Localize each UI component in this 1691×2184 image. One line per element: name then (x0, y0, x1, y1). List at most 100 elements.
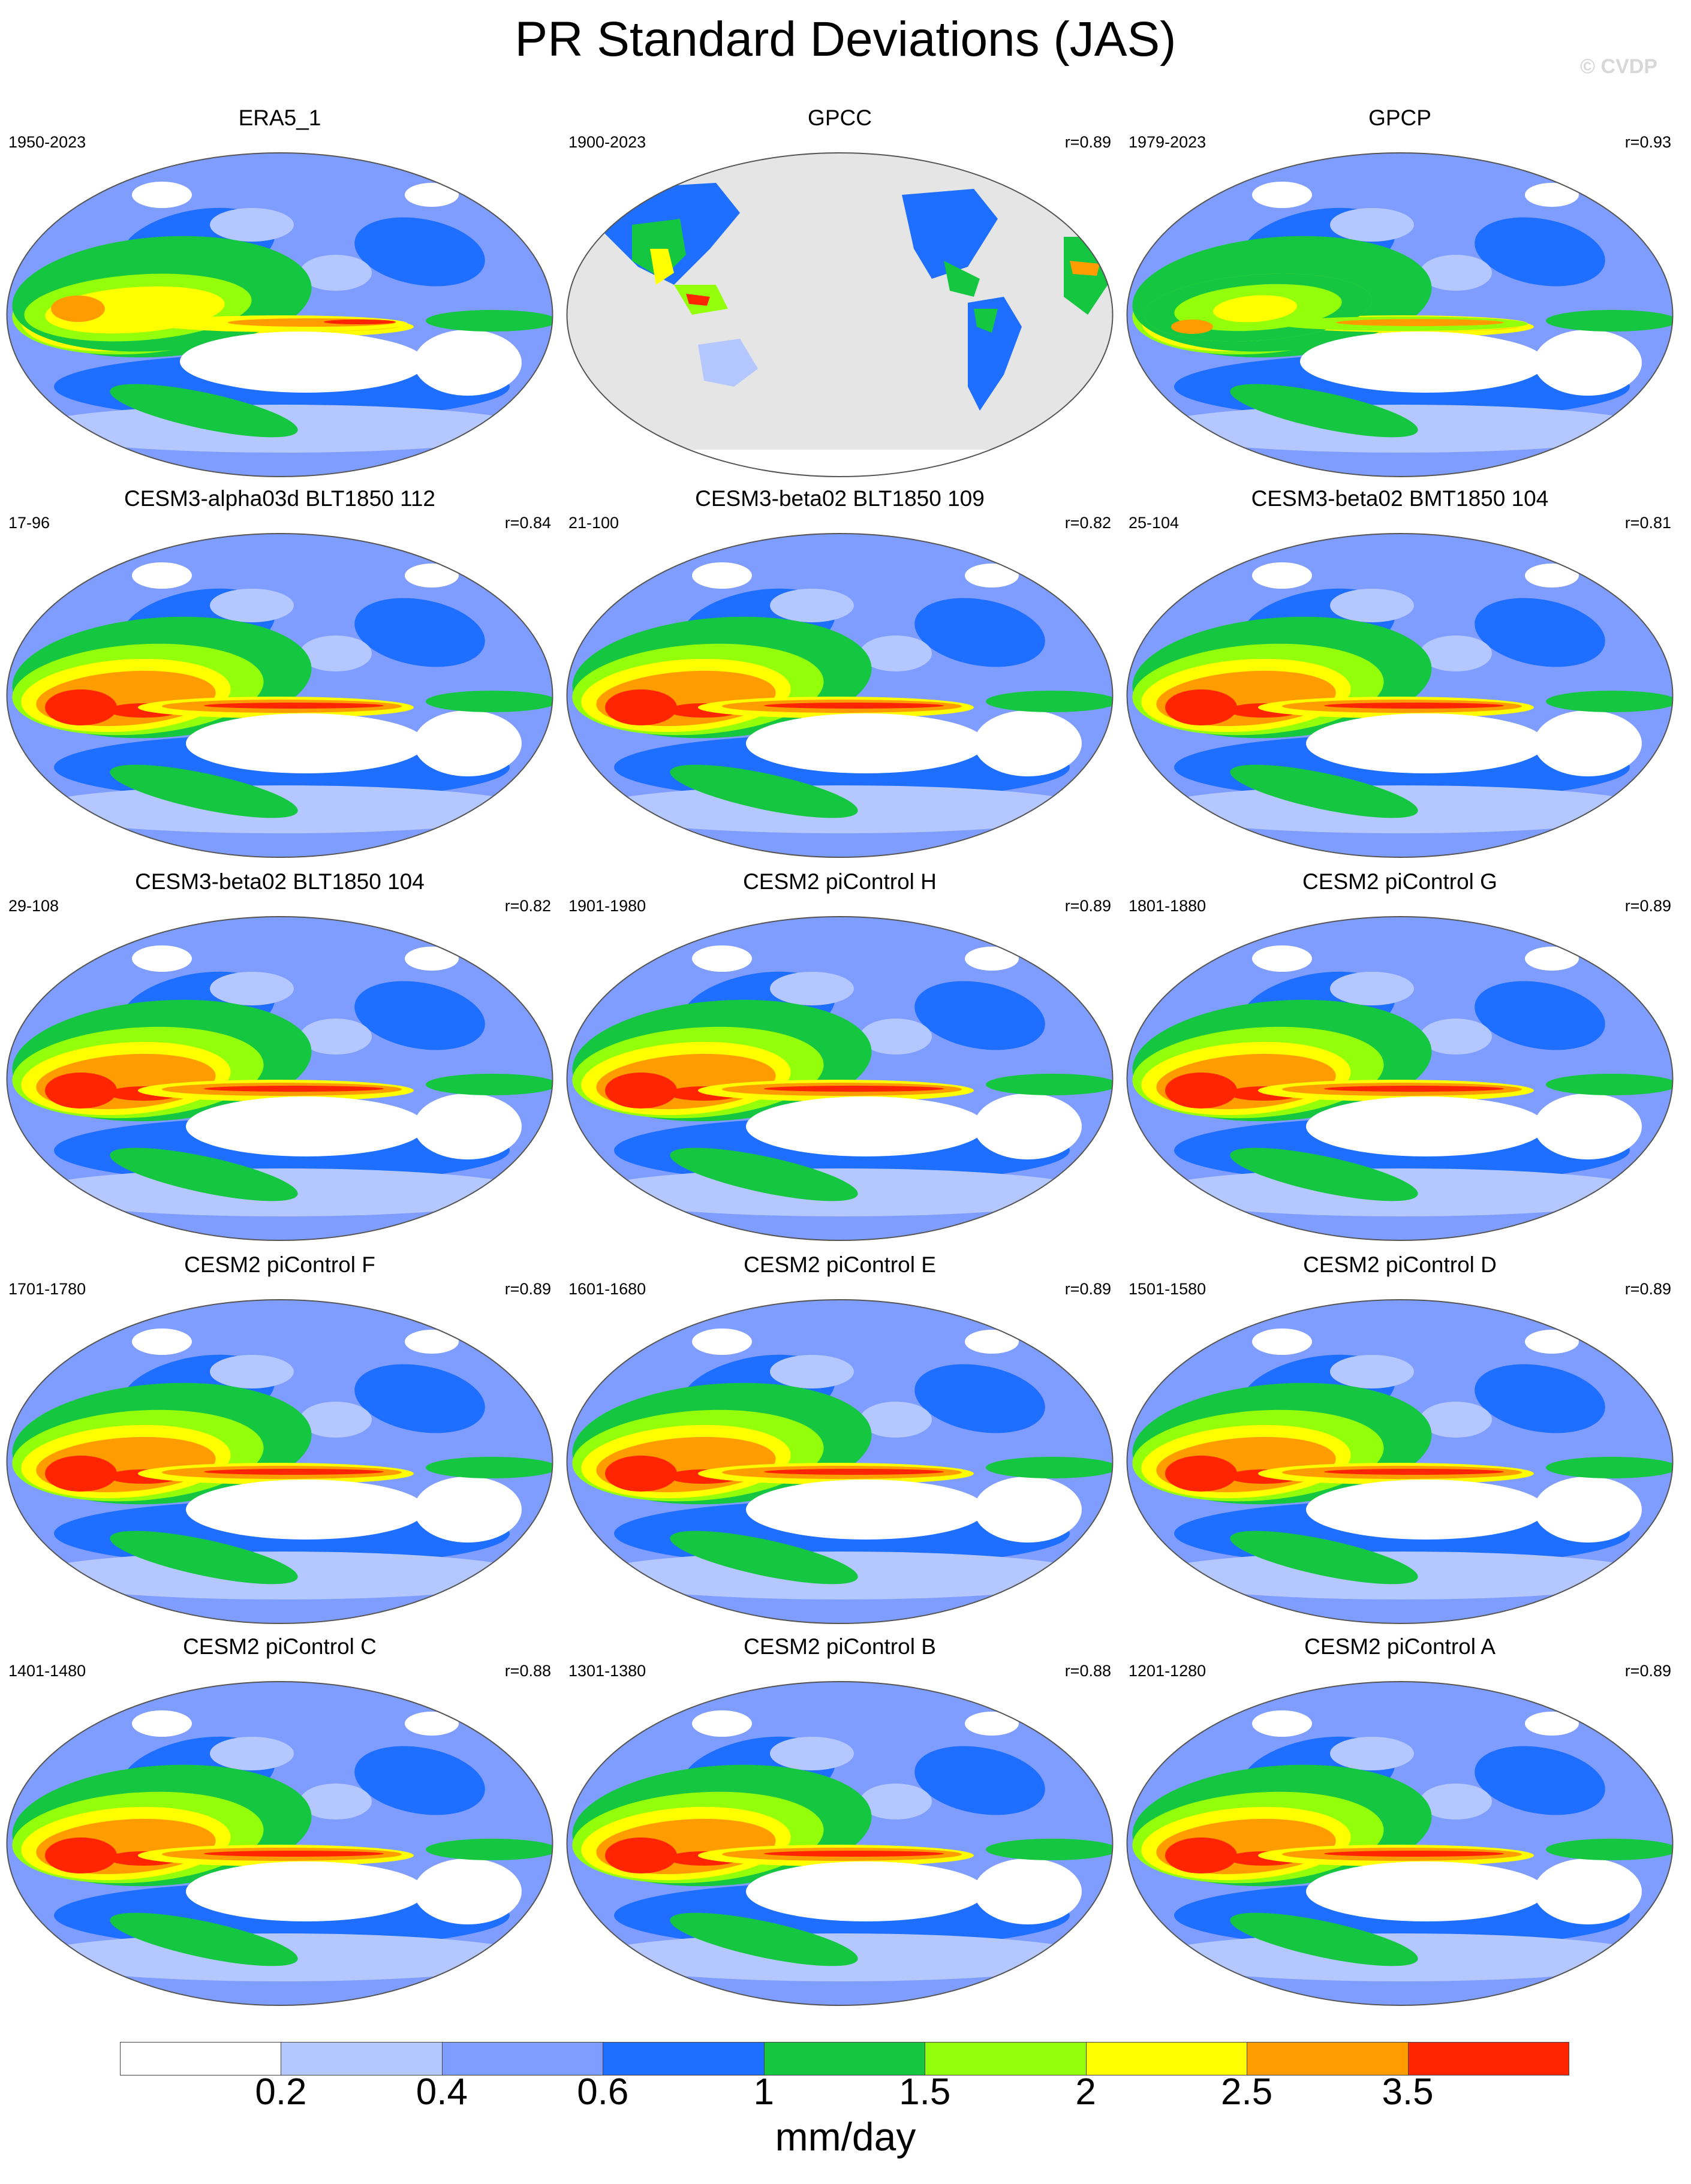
amazon-land (974, 309, 998, 333)
southeast-pacific-dry (746, 1480, 986, 1540)
map-field (567, 1682, 1113, 2005)
southeast-pacific-dry (1306, 1480, 1546, 1540)
north-atlantic-storm-track (914, 981, 1045, 1050)
north-america-land (902, 189, 998, 279)
southeast-pacific-dry (1306, 713, 1546, 773)
map-plot (1126, 152, 1674, 477)
map-field (1127, 153, 1673, 477)
itcz-red (764, 1851, 944, 1857)
south-pacific-convergence (110, 1912, 298, 1966)
colorbar-box (925, 2042, 1087, 2075)
colorbar-tick-label: 0.6 (577, 2071, 629, 2113)
arctic-dry-b (1525, 1330, 1579, 1354)
panel-title: CESM3-alpha03d BLT1850 112 (124, 486, 436, 511)
subtropic-low (300, 635, 372, 671)
itcz-red (764, 1086, 944, 1092)
panel-years: 1301-1380 (568, 1662, 646, 1680)
map-border (566, 916, 1114, 1241)
south-pacific-convergence (670, 1912, 858, 1966)
south-atlantic-dry (414, 1858, 522, 1924)
panel-title: ERA5_1 (238, 106, 321, 130)
map-border (6, 1681, 553, 2006)
panel-title: CESM3-beta02 BLT1850 104 (135, 869, 425, 894)
colorbar-tick-label: 1.5 (899, 2071, 951, 2113)
south-atlantic-dry (974, 710, 1082, 776)
arctic-dry-b (1525, 947, 1579, 971)
panel-title: CESM3-beta02 BMT1850 104 (1251, 486, 1549, 511)
panel-correlation: r=0.89 (1624, 1280, 1671, 1298)
north-atlantic-storm-track (354, 1746, 485, 1815)
map-border (1126, 916, 1674, 1241)
arctic-dry-a (692, 945, 752, 972)
atlantic-itcz (986, 1457, 1113, 1478)
arctic-dry-a (132, 562, 192, 589)
atlantic-itcz (426, 691, 553, 712)
map-panel: CESM2 piControl F 1701-1780 r=0.89 (0, 1252, 559, 1629)
panel-correlation: r=0.82 (1064, 514, 1111, 532)
map-border (566, 1681, 1114, 2006)
north-atlantic-storm-track (354, 1364, 485, 1433)
arctic-dry-b (405, 1712, 459, 1736)
map-panel: GPCP 1979-2023 r=0.93 (1120, 105, 1680, 483)
arctic-low (1330, 1737, 1414, 1770)
map-field (1127, 1682, 1673, 2005)
panel-correlation: r=0.88 (504, 1662, 551, 1680)
south-atlantic-dry (1534, 330, 1642, 396)
subtropic-low (1420, 635, 1492, 671)
colorbar-tick-label: 3.5 (1382, 2071, 1434, 2113)
south-pacific-convergence (670, 1531, 858, 1584)
south-atlantic-dry (414, 710, 522, 776)
map-border (1126, 533, 1674, 858)
sahel-land (1070, 261, 1100, 276)
central-america-land (944, 261, 980, 297)
indian-ocean-red (45, 1837, 117, 1873)
gpcp-yellow (1213, 295, 1297, 323)
panel-years: 1950-2023 (8, 133, 86, 151)
obs-orange (51, 296, 105, 322)
arctic-low (210, 208, 294, 242)
colorbar-box (120, 2042, 282, 2075)
panel-correlation: r=0.88 (1064, 1662, 1111, 1680)
figure-title: PR Standard Deviations (JAS) (514, 12, 1177, 67)
panel-years: 1601-1680 (568, 1280, 646, 1298)
map-panel: CESM3-beta02 BMT1850 104 25-104 r=0.81 (1120, 486, 1680, 863)
atlantic-itcz (426, 1457, 553, 1478)
map-panel: CESM2 piControl D 1501-1580 r=0.89 (1120, 1252, 1680, 1629)
colorbar (120, 2042, 1569, 2078)
map-field (567, 534, 1113, 857)
map-field (1127, 534, 1673, 857)
arctic-dry-a (1252, 945, 1312, 972)
panel-years: 29-108 (8, 897, 59, 915)
panel-years: 1701-1780 (8, 1280, 86, 1298)
arctic-dry-a (132, 182, 192, 208)
map-border (1126, 1299, 1674, 1624)
map-panel: GPCC 1900-2023 r=0.89 (560, 105, 1120, 483)
subtropic-low (300, 1019, 372, 1055)
panel-title: GPCC (808, 106, 872, 130)
maritime-red-land (686, 294, 710, 306)
map-field (7, 153, 553, 477)
south-atlantic-dry (1534, 1093, 1642, 1159)
indian-ocean-red (1165, 689, 1237, 725)
panel-years: 25-104 (1129, 514, 1180, 532)
map-plot (1126, 916, 1674, 1241)
ocean-mask (567, 153, 1113, 477)
arctic-dry-a (692, 562, 752, 589)
arctic-dry-a (692, 1710, 752, 1737)
southeast-pacific-dry (1306, 1096, 1546, 1156)
north-atlantic-storm-track (354, 217, 485, 287)
map-plot (1126, 533, 1674, 858)
colorbar-box (1085, 2042, 1248, 2075)
arctic-dry-b (965, 1712, 1019, 1736)
arctic-dry-b (965, 947, 1019, 971)
indian-ocean-red (45, 1073, 117, 1108)
south-pacific-convergence (670, 1147, 858, 1201)
map-panel: CESM2 piControl C 1401-1480 r=0.88 (0, 1634, 559, 2011)
southeast-pacific-dry (186, 713, 426, 773)
subtropic-low (1420, 1784, 1492, 1820)
map-border (566, 533, 1114, 858)
panel-years: 1201-1280 (1129, 1662, 1206, 1680)
southeast-pacific-dry (746, 1861, 986, 1921)
map-plot (566, 533, 1114, 858)
panel-title: CESM2 piControl E (744, 1252, 936, 1277)
